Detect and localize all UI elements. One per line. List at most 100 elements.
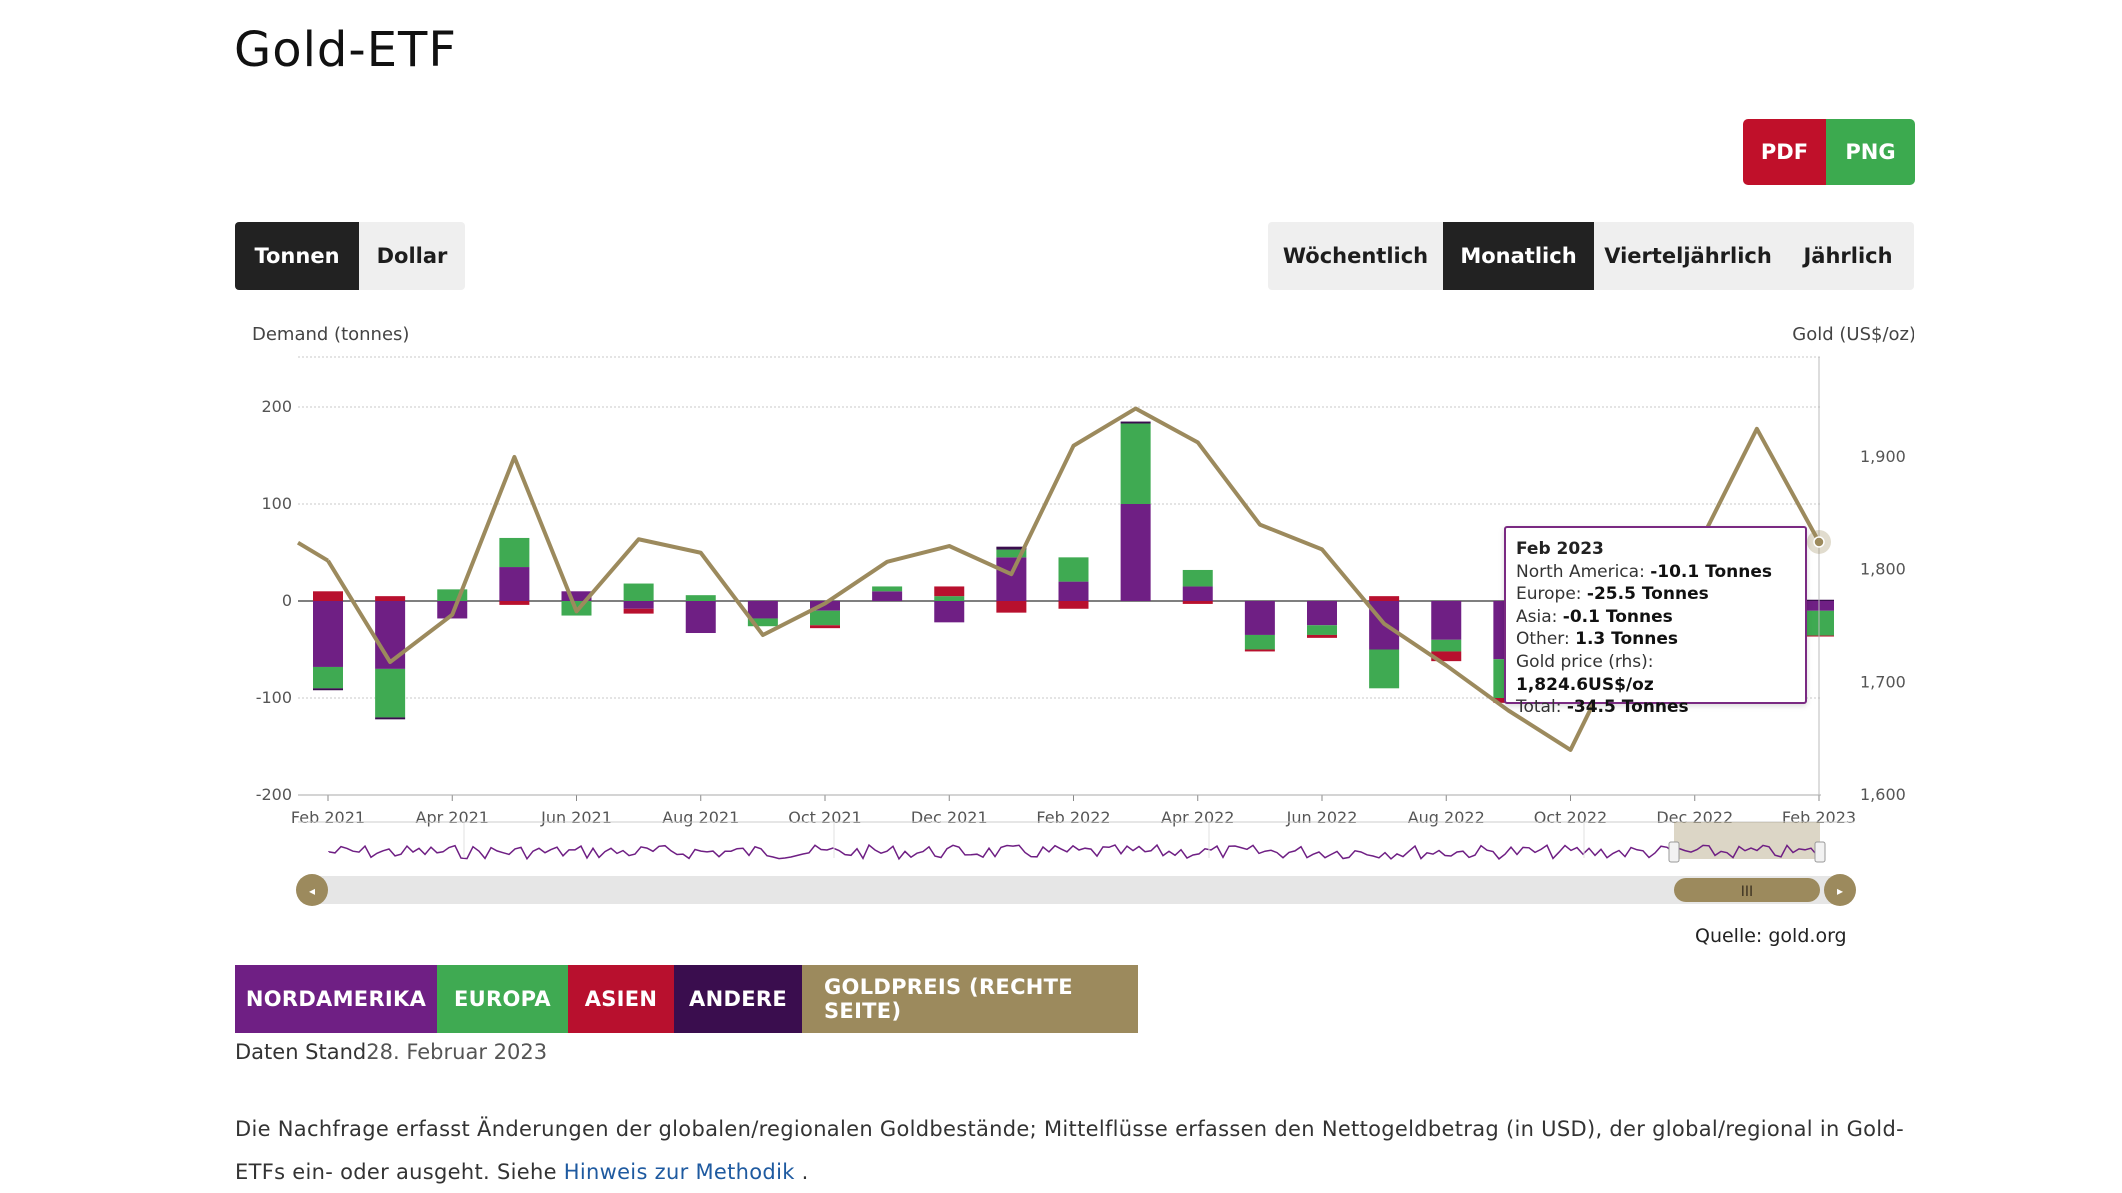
bar-segment: [934, 596, 965, 601]
chart-svg: -200 -100 0 100 200 1,600 1,700 1,800 1,900 Deman…: [252, 324, 1914, 906]
bar-segment: [1244, 601, 1275, 635]
methodology-link[interactable]: Hinweis zur Methodik: [563, 1160, 795, 1184]
bar-segment: [623, 608, 654, 614]
bar-segment: [934, 601, 965, 623]
bar-segment: [375, 668, 406, 718]
bar-segment: [1182, 601, 1213, 604]
tooltip-label: Gold price (rhs):: [1516, 651, 1654, 672]
legend: NORDAMERIKA EUROPA ASIEN ANDERE GOLDPREI…: [235, 965, 1138, 1033]
bar-segment: [561, 591, 592, 601]
x-tick-label: Feb 2022: [1036, 808, 1110, 827]
bar-segment: [810, 625, 840, 629]
bar-segment: [1182, 586, 1213, 601]
bar-segment: [623, 583, 654, 601]
data-date-label: Daten Stand: [235, 1040, 367, 1064]
source-note: Quelle: gold.org: [1695, 925, 1847, 947]
legend-item-europa[interactable]: EUROPA: [437, 965, 568, 1033]
y-tick-label: 100: [261, 494, 292, 513]
period-toggle: Wöchentlich Monatlich Vierteljährlich Jä…: [1268, 222, 1914, 290]
navigator-handle: [1814, 841, 1826, 863]
bar-segment: [623, 601, 654, 609]
legend-item-asien[interactable]: ASIEN: [568, 965, 674, 1033]
bar-segment: [872, 591, 903, 601]
tooltip-label: North America:: [1516, 561, 1651, 582]
tooltip-value: -0.1 Tonnes: [1562, 606, 1673, 627]
description-end: .: [801, 1160, 809, 1184]
x-tick-label: Oct 2021: [788, 808, 861, 827]
bar-segment: [1120, 504, 1151, 601]
tooltip-row-north-america: North America: -10.1 Tonnes: [1516, 561, 1795, 584]
tooltip-value: 1,824.6US$/oz: [1516, 674, 1654, 695]
gold-price-line: [326, 406, 1821, 752]
legend-item-nordamerika[interactable]: NORDAMERIKA: [235, 965, 437, 1033]
tooltip-value: -34.5 Tonnes: [1566, 697, 1689, 718]
tooltip-row-gold-price: Gold price (rhs): 1,824.6US$/oz: [1516, 651, 1795, 696]
tab-tonnen[interactable]: Tonnen: [235, 222, 359, 290]
scroll-right-button: [1824, 874, 1856, 906]
x-tick-label: Jun 2021: [540, 808, 612, 827]
bar-segment: [1431, 639, 1462, 652]
tab-woechentlich[interactable]: Wöchentlich: [1282, 244, 1429, 268]
x-tick-label: Aug 2021: [662, 808, 739, 827]
y2-tick-label: 1,900: [1860, 447, 1906, 466]
tab-jaehrlich[interactable]: Jährlich: [1803, 244, 1893, 268]
scroll-left-button: [296, 874, 328, 906]
bar-segment: [747, 618, 778, 627]
bar-segment: [1369, 596, 1400, 601]
tooltip-row-total: Total: -34.5 Tonnes: [1516, 696, 1795, 719]
x-tick-label: Oct 2022: [1534, 808, 1607, 827]
tab-vierteljaehrlich[interactable]: Vierteljährlich: [1604, 244, 1772, 268]
navigator-series: [328, 843, 1818, 861]
legend-item-andere[interactable]: ANDERE: [674, 965, 802, 1033]
data-date-value: 28. Februar 2023: [366, 1040, 548, 1064]
bar-segment: [499, 567, 530, 601]
y2-tick-label: 1,800: [1860, 560, 1906, 579]
tab-monatlich[interactable]: Monatlich: [1443, 222, 1594, 290]
bar-segment: [499, 601, 530, 605]
chart-tooltip: Feb 2023 North America: -10.1 Tonnes Eur…: [1504, 526, 1807, 717]
bar-segment: [1307, 601, 1337, 626]
bar-segment: [747, 601, 778, 619]
bar-segment: [934, 586, 965, 597]
tooltip-value: -25.5 Tonnes: [1586, 584, 1709, 605]
x-tick-label: Apr 2022: [1161, 808, 1234, 827]
tab-dollar[interactable]: Dollar: [376, 244, 448, 268]
bar-segment: [1244, 649, 1275, 652]
bar-segment: [872, 586, 903, 592]
bar-segment: [1120, 421, 1151, 424]
bar-segment: [996, 549, 1027, 558]
y2-axis-title: Gold (US$/oz): [1792, 324, 1914, 345]
bar-segment: [1182, 569, 1213, 587]
legend-item-goldpreis[interactable]: GOLDPREIS (RECHTE SEITE): [802, 965, 1138, 1033]
y-tick-label: -100: [256, 688, 292, 707]
hover-point: [1813, 536, 1825, 548]
scrollbar-thumb: [1674, 878, 1820, 902]
bar-segment: [996, 557, 1027, 601]
bar-segment: [375, 717, 406, 720]
bar-segment: [313, 666, 343, 689]
bar-segment: [1369, 649, 1400, 689]
gold-price-line-stub: [296, 540, 330, 563]
export-png-button[interactable]: PNG: [1826, 119, 1915, 185]
tooltip-label: Europe:: [1516, 584, 1587, 605]
tooltip-label: Total:: [1516, 697, 1567, 718]
tooltip-label: Asia:: [1516, 606, 1563, 627]
bar-segment: [685, 595, 716, 601]
bar-segment: [499, 537, 530, 568]
tooltip-title: Feb 2023: [1516, 539, 1604, 559]
bar-segment: [996, 546, 1027, 550]
data-date: Daten Stand28. Februar 2023: [235, 1040, 547, 1064]
y-axis-title: Demand (tonnes): [252, 324, 409, 345]
description: Die Nachfrage erfasst Änderungen der glo…: [235, 1108, 1925, 1193]
etf-chart: -200 -100 0 100 200 1,600 1,700 1,800 1,900 Deman…: [234, 310, 1914, 950]
export-pdf-button[interactable]: PDF: [1743, 119, 1826, 185]
x-tick-label: Jun 2022: [1286, 808, 1358, 827]
bar-segment: [1307, 625, 1337, 635]
bar-segment: [685, 601, 716, 634]
bar-segment: [375, 601, 406, 669]
arrow-right-icon: ▸: [1837, 884, 1843, 898]
bar-segment: [1058, 581, 1089, 601]
bar-segment: [810, 601, 840, 611]
bar-segment: [1431, 601, 1462, 640]
page-title: Gold-ETF: [234, 22, 457, 78]
